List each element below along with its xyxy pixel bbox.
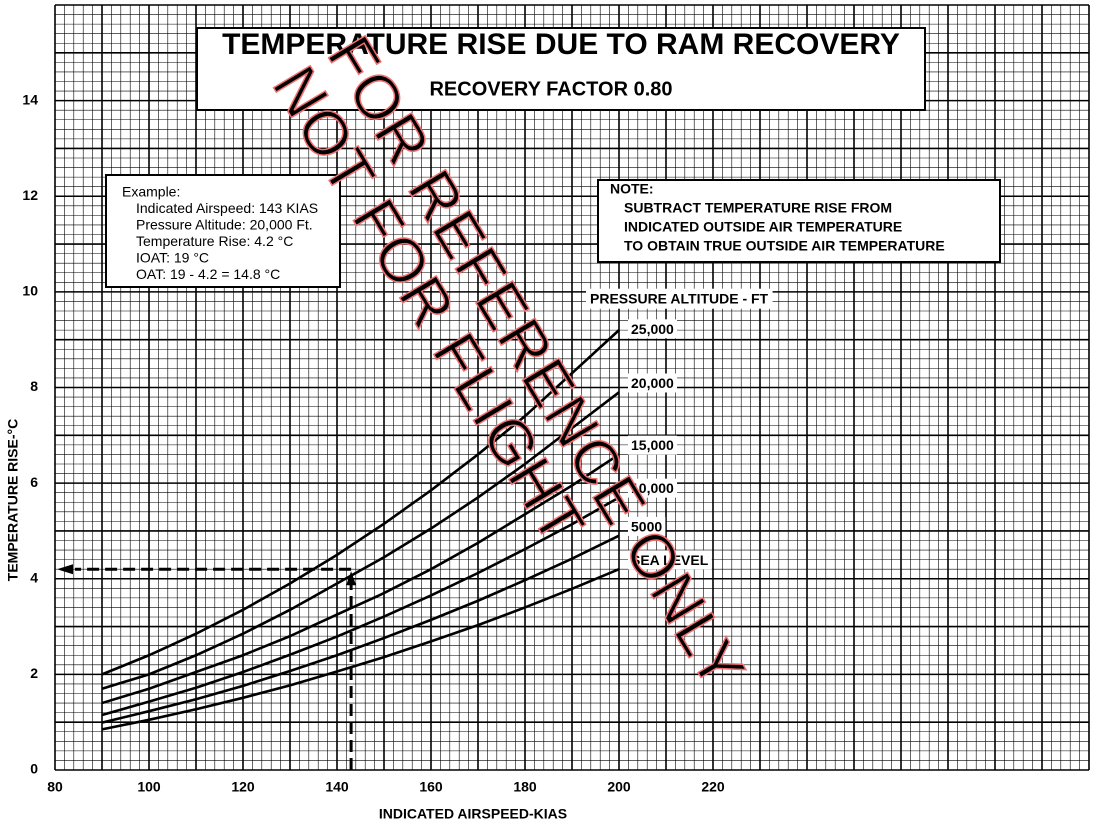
curve-label-bg: [628, 478, 678, 498]
y-tick-label: 12: [22, 187, 38, 203]
x-tick-label: 200: [607, 779, 631, 795]
x-tick-label: 180: [513, 779, 537, 795]
note-line: TO OBTAIN TRUE OUTSIDE AIR TEMPERATURE: [624, 238, 945, 254]
note-line: INDICATED OUTSIDE AIR TEMPERATURE: [624, 219, 902, 235]
curve: [101, 534, 620, 724]
y-axis-label: TEMPERATURE RISE-°C: [5, 419, 21, 581]
curve-label: 25,000: [631, 321, 674, 337]
curve: [101, 329, 620, 676]
chart-subtitle: RECOVERY FACTOR 0.80: [429, 78, 672, 100]
curve: [101, 453, 620, 705]
x-tick-label: 100: [137, 779, 161, 795]
chart-title: TEMPERATURE RISE DUE TO RAM RECOVERY: [222, 28, 900, 61]
x-tick-label: 220: [701, 779, 725, 795]
curve-label-bg: [628, 373, 678, 393]
curve-label: 20,000: [631, 375, 674, 391]
x-tick-label: 160: [419, 779, 443, 795]
example-line: Pressure Altitude: 20,000 Ft.: [136, 217, 313, 233]
x-tick-label: 120: [231, 779, 255, 795]
example-line: Example:: [122, 184, 180, 200]
curve-label: SEA LEVEL: [631, 552, 709, 568]
curve-label-bg: [628, 550, 712, 570]
watermark: FOR REFERENCE ONLY: [314, 25, 758, 702]
title-box: [196, 27, 926, 111]
x-tick-label: 80: [47, 779, 63, 795]
y-tick-label: 6: [30, 474, 38, 490]
y-tick-label: 10: [22, 283, 38, 299]
curve-label-bg: [628, 319, 678, 339]
y-tick-label: 4: [30, 569, 38, 585]
x-axis-label: INDICATED AIRSPEED-KIAS: [379, 806, 567, 822]
curve-label: 10,000: [631, 480, 674, 496]
legend-title: PRESSURE ALTITUDE - FT: [590, 291, 769, 307]
example-line: OAT: 19 - 4.2 = 14.8 °C: [136, 266, 280, 282]
y-tick-label: 8: [30, 378, 38, 394]
curve: [101, 391, 620, 690]
y-tick-label: 0: [30, 761, 38, 777]
y-tick-label: 14: [22, 91, 38, 107]
legend-title-bg: [586, 288, 773, 309]
example-arrow-left: [57, 564, 73, 575]
curve-label-bg: [628, 516, 666, 536]
note-line: SUBTRACT TEMPERATURE RISE FROM: [624, 200, 892, 216]
example-arrow-up: [346, 571, 357, 586]
curves: [101, 329, 620, 731]
curve-label-bg: [628, 435, 678, 455]
curve: [101, 567, 620, 731]
note-line: NOTE:: [610, 181, 654, 197]
x-tick-label: 140: [325, 779, 349, 795]
y-tick-label: 2: [30, 665, 38, 681]
example-line: IOAT: 19 °C: [136, 250, 209, 266]
note-box: [597, 179, 1001, 263]
curve-label: 5000: [631, 518, 662, 534]
overlay: 80 100 120 140 160 180 200 220 0 2 4 6 8 10 12 14 INDICA…: [5, 24, 1001, 822]
example-box: [105, 174, 341, 288]
example-line: Temperature Rise: 4.2 °C: [136, 233, 293, 249]
example-line: Indicated Airspeed: 143 KIAS: [136, 200, 318, 216]
grid: [54, 4, 1090, 771]
curve: [101, 496, 620, 717]
curve-label: 15,000: [631, 437, 674, 453]
